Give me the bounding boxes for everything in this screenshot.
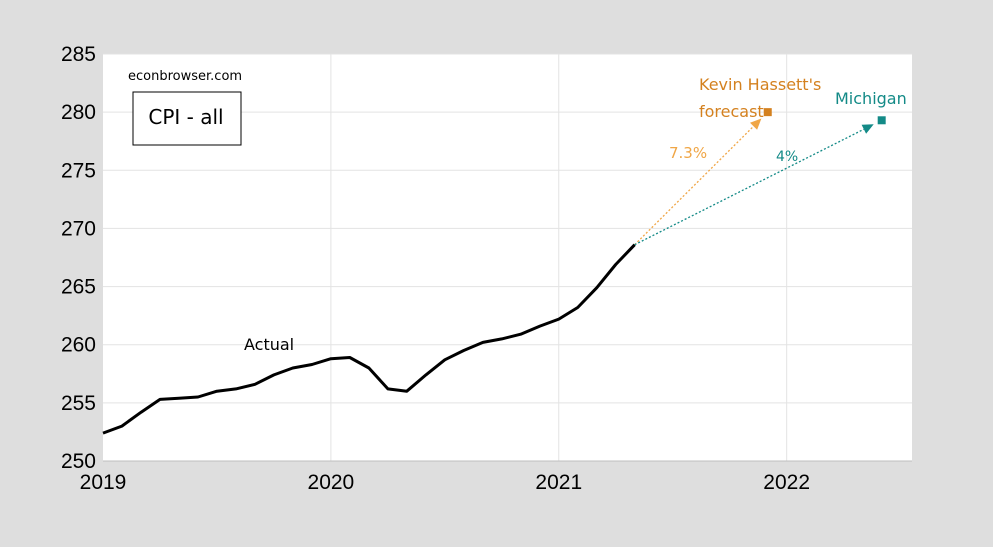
michigan-endpoint-marker (877, 116, 886, 125)
forecast-label-line-1: Kevin Hassett's (699, 75, 821, 94)
y-tick-label: 270 (61, 217, 96, 240)
legend-box (132, 91, 242, 146)
annotation-group: econbrowser.com CPI - all Actual Kevin H… (128, 69, 907, 354)
forecast-endpoint-marker (763, 108, 772, 117)
x-tick-label: 2020 (308, 471, 355, 494)
forecast-rate-label: 7.3% (669, 144, 707, 162)
y-tick-label: 285 (61, 43, 96, 66)
x-tick-label: 2022 (763, 471, 810, 494)
michigan-arrowhead (861, 124, 874, 134)
y-tick-label: 275 (61, 159, 96, 182)
series-label-actual: Actual (244, 335, 294, 354)
legend-label: CPI - all (148, 105, 223, 129)
y-tick-label: 260 (61, 334, 96, 357)
axes: 250 255 260 265 270 275 280 285 2019 2020 2021 2022 (61, 43, 912, 494)
x-tick-label: 2021 (535, 471, 582, 494)
series-group (102, 243, 636, 435)
michigan-rate-label: 4% (776, 149, 798, 165)
x-tick-label: 2019 (80, 471, 127, 494)
michigan-label: Michigan (835, 89, 907, 108)
series-line-actual (102, 243, 636, 435)
y-tick-label: 255 (61, 392, 96, 415)
source-label: econbrowser.com (128, 69, 242, 84)
michigan-projection-line (634, 128, 865, 246)
projection-group (634, 108, 886, 246)
y-tick-label: 265 (61, 276, 96, 299)
y-tick-label: 250 (61, 450, 96, 473)
forecast-arrowhead (750, 118, 762, 130)
gridlines (103, 53, 912, 461)
y-tick-label: 280 (61, 101, 96, 124)
forecast-label-line-2: forecast (699, 102, 764, 121)
